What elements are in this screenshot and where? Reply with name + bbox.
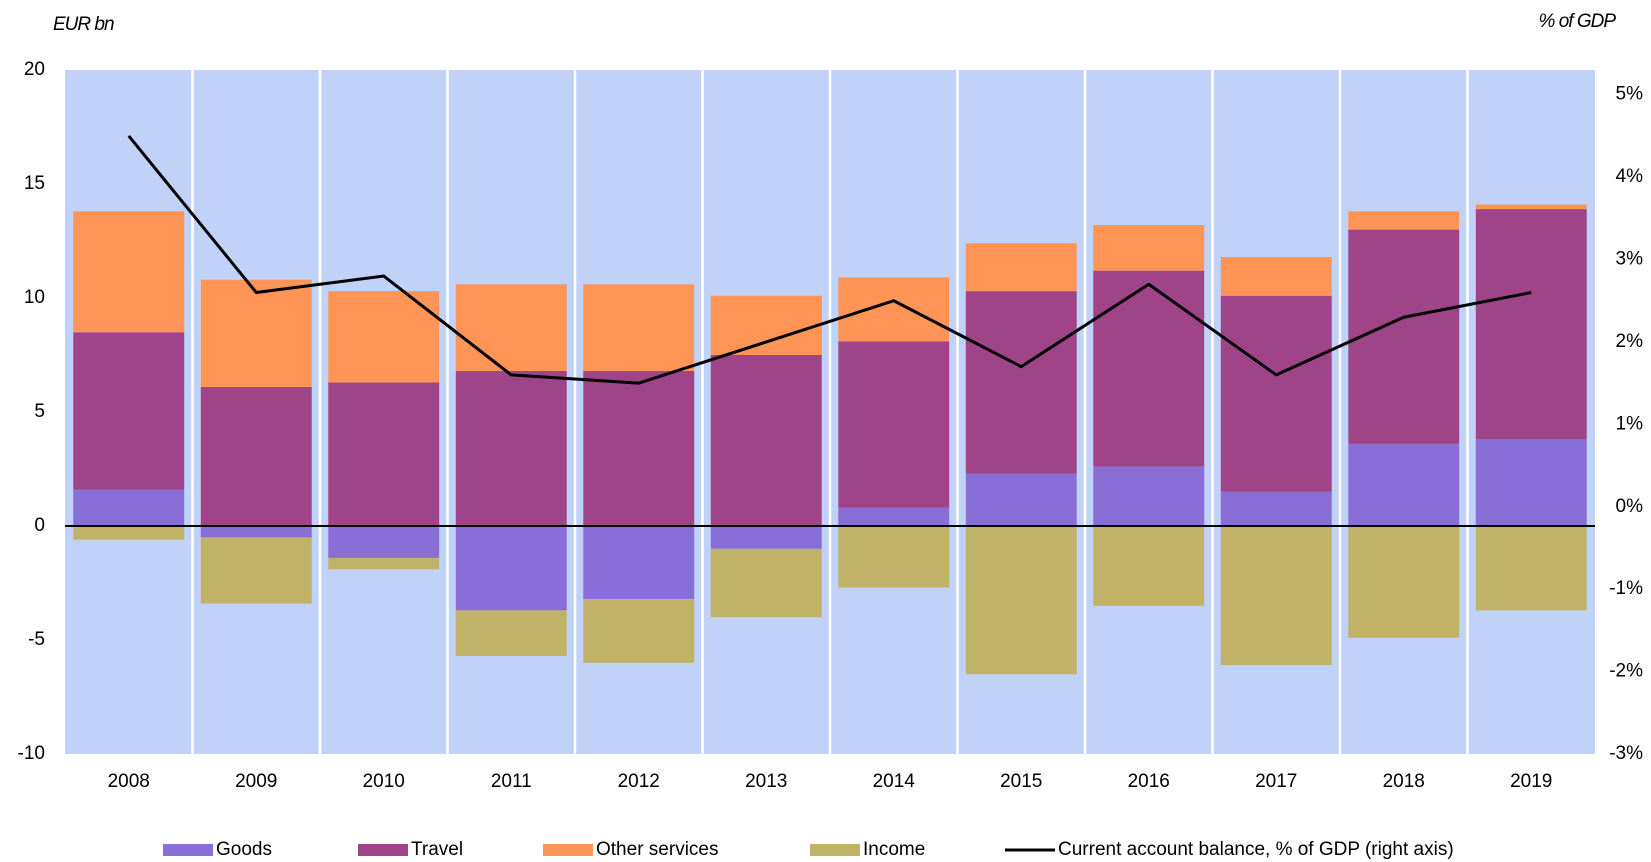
bar bbox=[455, 370, 567, 526]
bar bbox=[710, 355, 822, 526]
bar bbox=[710, 526, 822, 549]
bar bbox=[200, 537, 312, 604]
bar bbox=[1220, 295, 1332, 492]
legend-label: Other services bbox=[596, 839, 718, 860]
y-tick-label: 5 bbox=[34, 401, 45, 422]
bar bbox=[73, 211, 185, 333]
legend-swatch bbox=[358, 844, 408, 856]
x-tick-label: 2013 bbox=[745, 771, 787, 792]
y-tick-label: -10 bbox=[18, 743, 45, 764]
bar bbox=[1475, 439, 1587, 526]
y2-tick-label: 5% bbox=[1616, 84, 1644, 105]
bar bbox=[455, 526, 567, 611]
x-tick-label: 2009 bbox=[235, 771, 277, 792]
y2-tick-label: 1% bbox=[1616, 413, 1644, 434]
bar bbox=[838, 507, 950, 526]
bar bbox=[1348, 229, 1460, 444]
y2-tick-label: 2% bbox=[1616, 331, 1644, 352]
bar bbox=[838, 277, 950, 342]
bar bbox=[73, 332, 185, 490]
bar bbox=[583, 370, 695, 526]
legend-label: Current account balance, % of GDP (right… bbox=[1058, 839, 1454, 860]
y-tick-label: 0 bbox=[34, 515, 45, 536]
legend-label: Travel bbox=[411, 839, 463, 860]
x-tick-label: 2011 bbox=[491, 771, 532, 792]
y2-tick-label: -1% bbox=[1609, 578, 1643, 599]
x-tick-label: 2019 bbox=[1510, 771, 1552, 792]
bar bbox=[1220, 526, 1332, 666]
bar bbox=[200, 386, 312, 526]
x-tick-label: 2015 bbox=[1000, 771, 1042, 792]
bar bbox=[200, 526, 312, 538]
bar bbox=[328, 526, 440, 558]
legend-label: Income bbox=[863, 839, 925, 860]
bar bbox=[1093, 225, 1205, 271]
bar bbox=[455, 284, 567, 371]
x-tick-label: 2012 bbox=[618, 771, 660, 792]
legend-label: Goods bbox=[216, 839, 272, 860]
y-tick-label: 10 bbox=[24, 287, 45, 308]
legend-swatch bbox=[543, 844, 593, 856]
bar bbox=[838, 341, 950, 508]
bar bbox=[965, 291, 1077, 474]
x-tick-label: 2010 bbox=[363, 771, 405, 792]
bar bbox=[1348, 443, 1460, 526]
bar bbox=[965, 473, 1077, 526]
y2-tick-label: -2% bbox=[1609, 661, 1643, 682]
y2-tick-label: 3% bbox=[1616, 249, 1644, 270]
y-tick-label: 15 bbox=[24, 173, 45, 194]
y2-tick-label: 4% bbox=[1616, 166, 1644, 187]
bar bbox=[1093, 270, 1205, 467]
bar bbox=[583, 598, 695, 663]
bar bbox=[1348, 211, 1460, 230]
bar bbox=[73, 526, 185, 540]
line-series bbox=[127, 134, 1532, 385]
bar bbox=[710, 295, 822, 355]
x-tick-label: 2017 bbox=[1255, 771, 1297, 792]
bar bbox=[1220, 491, 1332, 526]
bar bbox=[1475, 204, 1587, 210]
bar bbox=[838, 526, 950, 588]
y-axis-label: EUR bn bbox=[53, 14, 114, 35]
y2-axis-label: % of GDP bbox=[1539, 11, 1617, 32]
bar bbox=[965, 526, 1077, 675]
bar bbox=[1220, 256, 1332, 296]
bar bbox=[1093, 526, 1205, 606]
bar bbox=[455, 610, 567, 656]
bar bbox=[583, 284, 695, 371]
bar bbox=[328, 557, 440, 570]
bar bbox=[1348, 526, 1460, 638]
x-tick-label: 2018 bbox=[1383, 771, 1425, 792]
legend-swatch bbox=[810, 844, 860, 856]
bar bbox=[200, 279, 312, 387]
bar bbox=[1093, 466, 1205, 526]
bar bbox=[1475, 209, 1587, 440]
bar bbox=[328, 382, 440, 526]
bar bbox=[583, 526, 695, 599]
bar bbox=[965, 243, 1077, 292]
legend-swatch bbox=[163, 844, 213, 856]
x-tick-label: 2008 bbox=[108, 771, 150, 792]
y2-tick-label: 0% bbox=[1616, 496, 1644, 517]
bar bbox=[710, 548, 822, 618]
y-tick-label: 20 bbox=[24, 59, 45, 80]
bar bbox=[1475, 526, 1587, 611]
y-tick-label: -5 bbox=[28, 629, 45, 650]
x-tick-label: 2016 bbox=[1128, 771, 1170, 792]
x-tick-label: 2014 bbox=[873, 771, 916, 792]
y2-tick-label: -3% bbox=[1609, 743, 1643, 764]
bar bbox=[73, 489, 185, 526]
